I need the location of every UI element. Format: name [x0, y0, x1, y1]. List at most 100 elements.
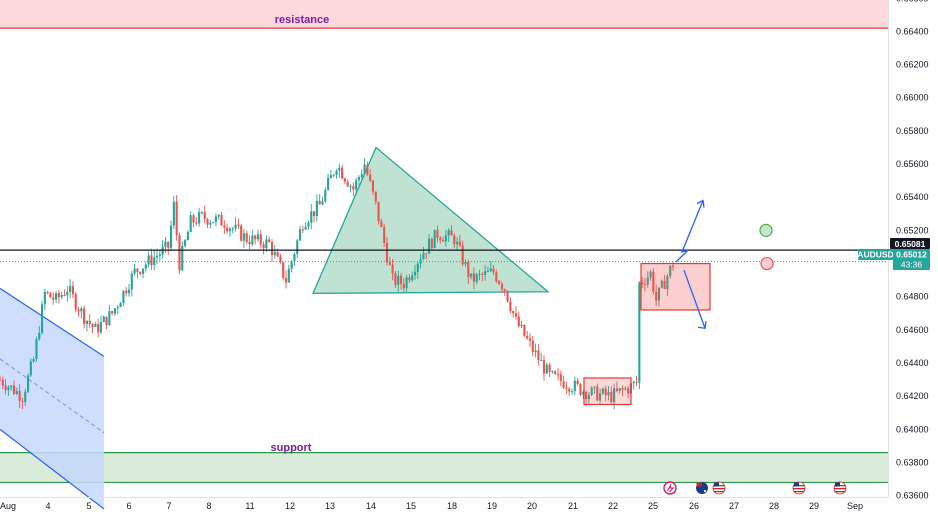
candle-body: [576, 380, 579, 384]
candle-body: [63, 294, 66, 296]
candle-body: [301, 229, 304, 231]
economic-event-icon[interactable]: [663, 481, 677, 495]
candle-body: [489, 268, 492, 272]
candle-body: [643, 284, 647, 286]
candle-body: [29, 361, 32, 376]
candle-body: [329, 175, 332, 179]
candle-body: [556, 374, 560, 376]
triangle-pattern[interactable]: [312, 146, 550, 295]
candle-body: [99, 321, 103, 333]
candle-body: [10, 385, 13, 388]
candle-body: [590, 387, 593, 396]
candle-body: [242, 233, 246, 241]
candle-body: [254, 235, 257, 240]
candle-body: [570, 391, 574, 393]
price-tick-label: 0.64200: [896, 391, 929, 401]
candle-body: [200, 212, 203, 214]
time-tick-label: 27: [729, 501, 739, 511]
candle-body: [402, 283, 405, 289]
au-flag-icon[interactable]: [696, 482, 708, 494]
candle-body: [237, 224, 240, 226]
time-axis[interactable]: Aug 4 5 6 7 8 11 12 13 14 15 18 19 20 21 22 25 26 27 28 29 Se…: [0, 501, 863, 511]
candle-body: [613, 388, 616, 403]
candle-body: [374, 191, 377, 202]
candle-body: [169, 225, 173, 248]
consolidation-box[interactable]: [583, 377, 632, 406]
candle-body: [7, 387, 10, 391]
candle-body: [69, 286, 72, 292]
candle-body: [638, 282, 641, 383]
candle-body: [144, 264, 147, 269]
bearish-signal-marker[interactable]: [760, 256, 774, 271]
candle-body: [615, 388, 618, 391]
price-tick-label: 0.65400: [896, 192, 929, 202]
us-flag-icon[interactable]: [833, 481, 847, 495]
price-tick-label: 0.64600: [896, 325, 929, 335]
candle-body: [60, 294, 63, 298]
candle-body: [456, 241, 459, 245]
candle-body: [585, 391, 588, 400]
time-tick-label: 4: [45, 501, 50, 511]
candle-body: [416, 263, 419, 273]
time-tick-label: 8: [206, 501, 211, 511]
candle-body: [338, 167, 341, 171]
candle-body: [495, 272, 498, 282]
event-icons[interactable]: [663, 481, 847, 495]
candle-body: [279, 256, 282, 263]
us-flag-icon[interactable]: [712, 481, 726, 495]
candle-body: [172, 201, 175, 226]
channel-lower-line[interactable]: [0, 428, 105, 510]
candle-body: [391, 264, 394, 274]
descending-channel[interactable]: [0, 288, 104, 509]
candle-body: [108, 311, 111, 326]
candle-body: [635, 381, 638, 383]
candle-body: [528, 338, 532, 341]
candle-body: [537, 350, 540, 361]
candle-body: [621, 388, 624, 390]
candle-body: [467, 261, 470, 277]
svg-text:43:36: 43:36: [901, 260, 923, 270]
candle-body: [178, 235, 181, 271]
candle-body: [214, 216, 217, 223]
candle-body: [366, 164, 369, 175]
candle-body: [624, 388, 627, 390]
time-tick-label: 29: [809, 501, 819, 511]
candle-body: [307, 222, 310, 227]
bullish-scenario-arrow[interactable]: [675, 200, 704, 263]
candle-body: [268, 239, 271, 243]
candle-body: [652, 271, 655, 292]
bullish-arrowhead: [696, 199, 705, 208]
candle-body: [189, 215, 192, 233]
candle-body: [383, 227, 386, 243]
current-range-box[interactable]: [640, 262, 711, 311]
candle-body: [335, 170, 338, 175]
candle-body: [71, 286, 74, 295]
time-tick-label: 18: [447, 501, 457, 511]
candle-body: [248, 242, 251, 245]
candle-body: [251, 235, 254, 245]
candle-body: [357, 177, 360, 181]
candle-body: [498, 281, 501, 284]
candle-body: [245, 233, 248, 243]
bullish-signal-marker[interactable]: [759, 223, 773, 237]
candle-body: [212, 222, 215, 224]
candle-body: [453, 235, 456, 245]
channel-upper-line[interactable]: [0, 287, 105, 357]
us-flag-icon[interactable]: [792, 481, 806, 495]
bearish-scenario-arrow[interactable]: [683, 269, 706, 329]
candle-body: [113, 308, 117, 314]
candle-body: [206, 218, 209, 225]
candle-body: [80, 308, 83, 312]
candle-body: [618, 388, 621, 391]
candle-body: [102, 316, 105, 322]
candle-body: [21, 400, 24, 402]
candle-body: [158, 254, 161, 256]
candle-body: [290, 261, 293, 269]
candle-body: [427, 238, 431, 254]
patterns-layer: [0, 146, 550, 510]
candle-body: [122, 290, 125, 304]
candle-body: [52, 297, 55, 300]
candle-body: [657, 287, 661, 301]
candle-body: [377, 201, 380, 222]
